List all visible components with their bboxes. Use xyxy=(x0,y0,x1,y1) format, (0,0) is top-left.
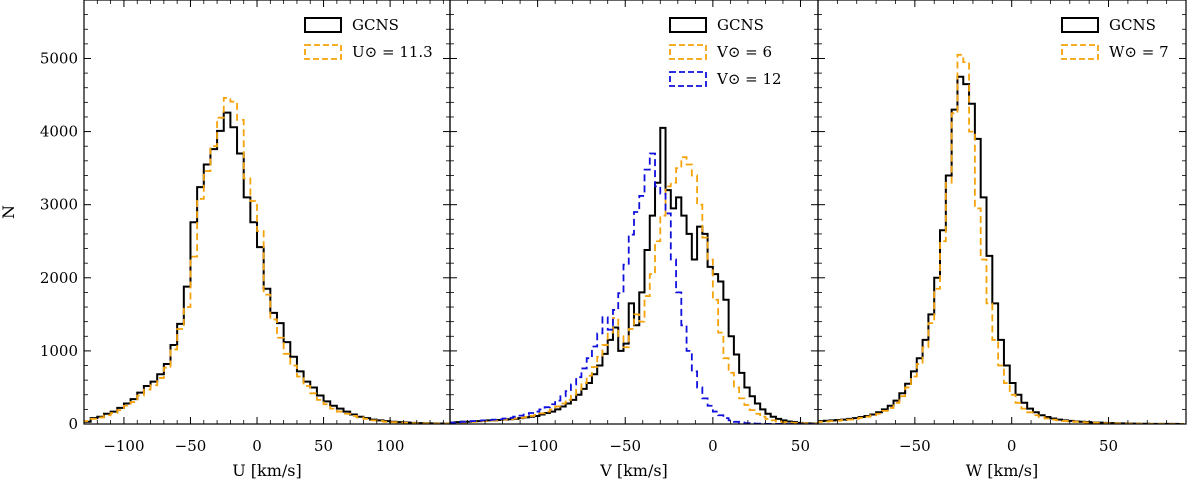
legend-u: GCNS U⊙ = 11.3 xyxy=(304,16,433,61)
legend-label: V⊙ = 6 xyxy=(716,43,772,61)
axes-frame-u xyxy=(83,0,451,425)
x-tick-label: 50 xyxy=(791,437,810,455)
series-orange-step xyxy=(818,53,1185,424)
y-tick-label: 0 xyxy=(68,415,78,433)
x-tick-label: −50 xyxy=(175,437,207,455)
legend-label: GCNS xyxy=(1109,16,1156,34)
y-tick-label: 1000 xyxy=(40,342,78,360)
x-tick-label: −50 xyxy=(899,437,931,455)
series-orange-step xyxy=(450,156,818,424)
x-axis-label-u: U [km/s] xyxy=(232,461,302,480)
panel-v: −100 −50 0 50 V [km/s] GCNS V⊙ = 6 V⊙ = 12 xyxy=(449,0,819,480)
legend-swatch-orange xyxy=(304,44,342,60)
legend-label: GCNS xyxy=(717,16,764,34)
y-tick-label: 5000 xyxy=(40,49,78,67)
x-tick-label: −100 xyxy=(517,437,558,455)
series-orange-step xyxy=(84,97,450,424)
y-tick-label: 4000 xyxy=(40,123,78,141)
series-gcns-step xyxy=(818,75,1185,424)
y-tick-label: 3000 xyxy=(40,196,78,214)
x-tick-label: 50 xyxy=(314,437,333,455)
y-tick-label: 2000 xyxy=(40,269,78,287)
legend-label: V⊙ = 12 xyxy=(716,70,782,88)
legend-label: W⊙ = 7 xyxy=(1109,43,1169,61)
legend-swatch-orange xyxy=(1061,44,1099,60)
x-tick-label: 0 xyxy=(1007,437,1017,455)
legend-v: GCNS V⊙ = 6 V⊙ = 12 xyxy=(669,16,782,88)
histogram-u xyxy=(84,97,450,424)
series-blue-step xyxy=(450,152,818,424)
legend-swatch-gcns xyxy=(304,17,342,33)
ticks-w: −50 0 50 xyxy=(817,0,1187,455)
x-tick-label: 50 xyxy=(1099,437,1118,455)
axes-frame-w xyxy=(817,0,1187,425)
x-tick-label: 0 xyxy=(252,437,262,455)
histogram-v xyxy=(450,126,818,424)
legend-swatch-gcns xyxy=(1061,17,1099,33)
legend-swatch-blue xyxy=(669,71,707,87)
series-gcns-step xyxy=(84,111,450,424)
x-tick-label: 100 xyxy=(376,437,405,455)
legend-swatch-gcns xyxy=(669,17,707,33)
x-axis-label-v: V [km/s] xyxy=(599,461,668,480)
panel-w: −50 0 50 W [km/s] GCNS W⊙ = 7 xyxy=(817,0,1187,480)
ticks-v: −100 −50 0 50 xyxy=(449,0,819,455)
series-gcns-step xyxy=(450,126,818,424)
y-axis-label: N xyxy=(0,205,18,219)
legend-w: GCNS W⊙ = 7 xyxy=(1061,16,1169,61)
x-axis-label-w: W [km/s] xyxy=(966,461,1038,480)
x-tick-label: −50 xyxy=(609,437,641,455)
histogram-w xyxy=(818,53,1185,424)
legend-label: GCNS xyxy=(352,16,399,34)
legend-swatch-orange xyxy=(669,44,707,60)
x-tick-label: −100 xyxy=(103,437,144,455)
x-tick-label: 0 xyxy=(708,437,718,455)
legend-label: U⊙ = 11.3 xyxy=(352,43,433,61)
